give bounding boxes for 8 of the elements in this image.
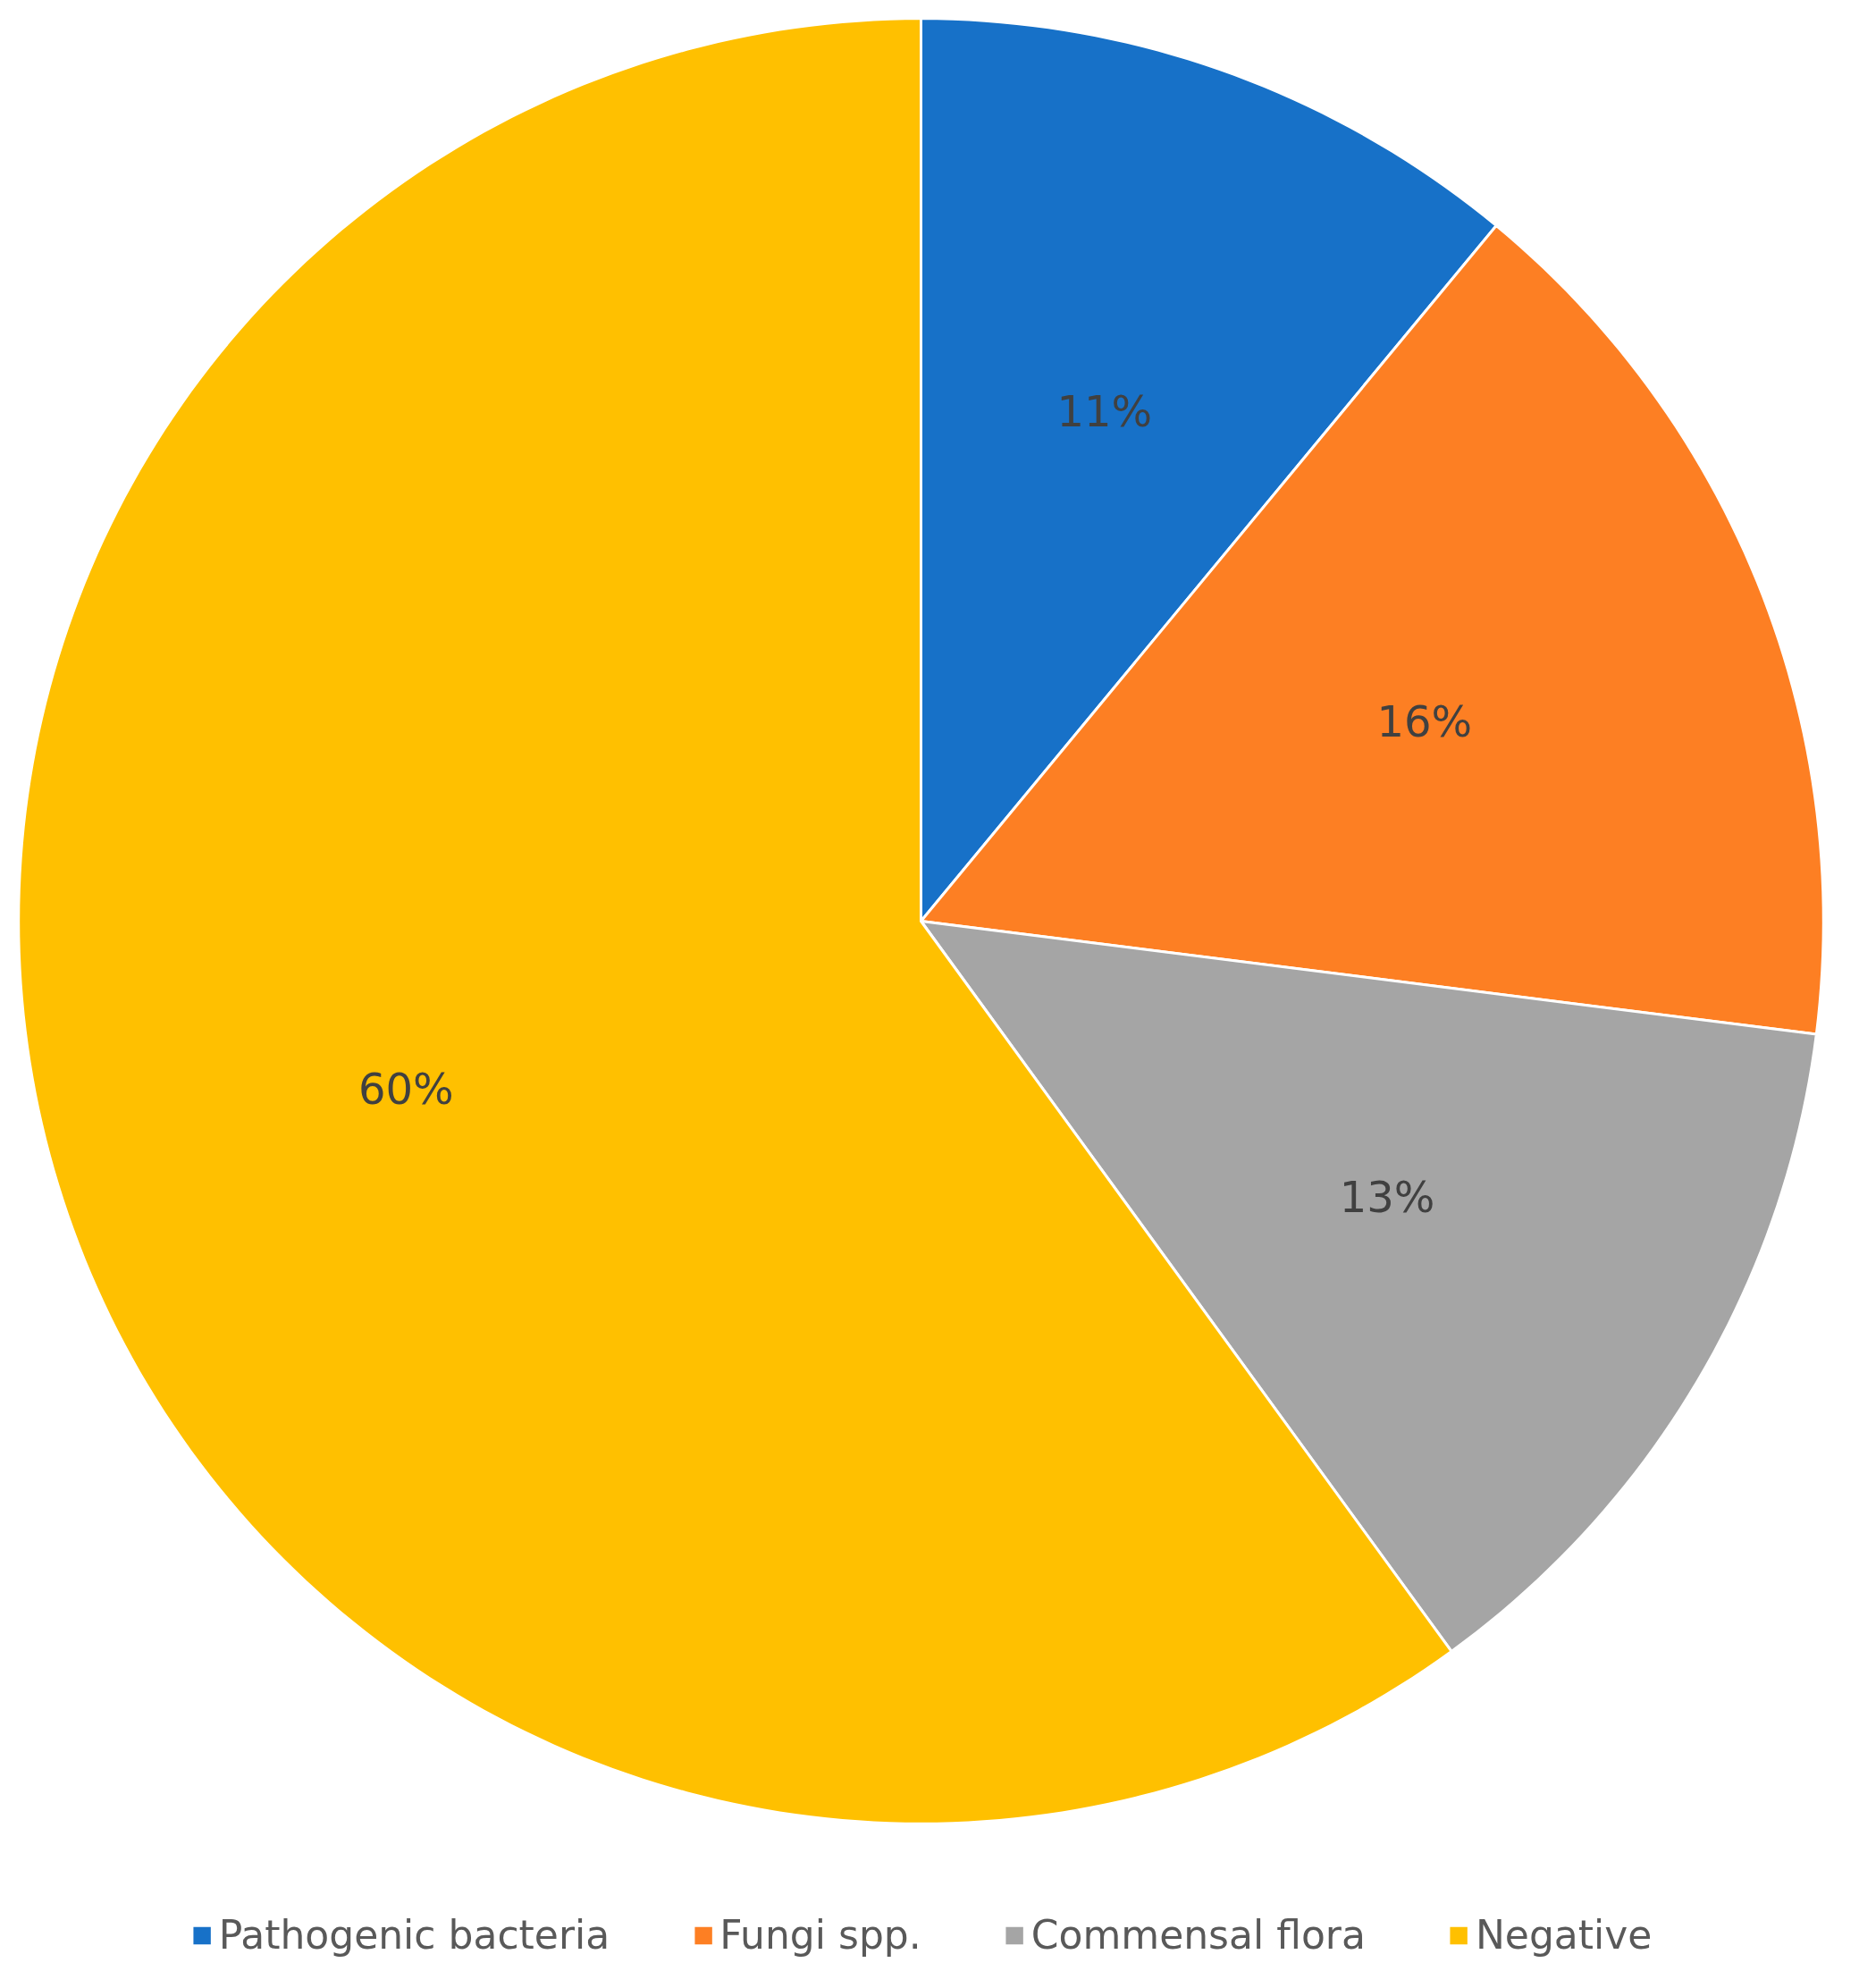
legend-label: Negative — [1475, 1912, 1653, 1958]
data-label: 16% — [1376, 696, 1473, 747]
legend-label: Fungi spp. — [719, 1912, 921, 1958]
legend-label: Pathogenic bacteria — [218, 1912, 610, 1958]
data-label: 11% — [1056, 386, 1153, 437]
data-label: 60% — [358, 1063, 454, 1114]
data-label: 13% — [1339, 1171, 1435, 1222]
legend-label: Commensal flora — [1030, 1912, 1366, 1958]
